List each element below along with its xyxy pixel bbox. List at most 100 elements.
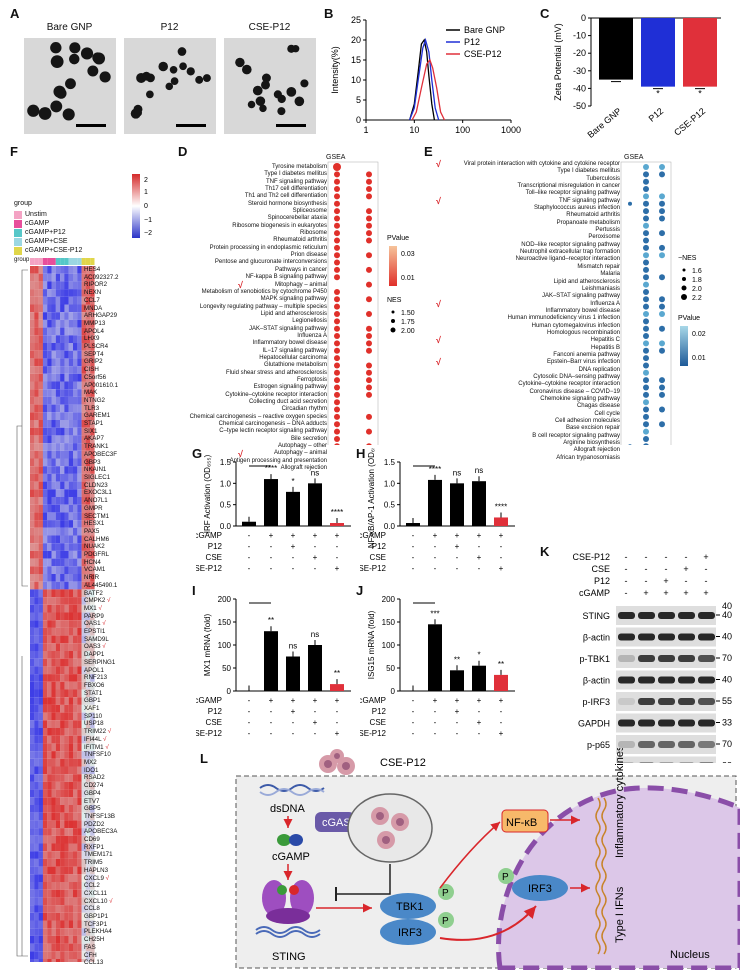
heatmap-cell <box>81 420 86 428</box>
heatmap-cell <box>77 866 82 875</box>
heatmap-cell <box>38 327 43 336</box>
heatmap-cell <box>68 558 74 567</box>
kegg-term: Allograft rejection <box>573 447 620 454</box>
gsea-dot <box>643 288 649 295</box>
nanoparticle <box>252 85 263 96</box>
heatmap-cell <box>42 951 48 959</box>
condition-label: cGAMP <box>196 696 222 705</box>
group-cell <box>73 258 78 265</box>
heatmap-cell <box>47 905 52 913</box>
heatmap-cell <box>77 781 82 790</box>
heatmap-cell <box>47 404 52 413</box>
heatmap-cell <box>34 443 39 451</box>
heatmap-cell <box>42 889 48 898</box>
heatmap-cell <box>30 851 35 859</box>
heatmap-cell <box>34 489 39 497</box>
heatmap-cell <box>34 281 39 290</box>
heatmap-cell <box>60 689 65 698</box>
heatmap-cell <box>55 389 61 397</box>
gsea-dot <box>334 274 340 281</box>
heatmap-cell <box>55 427 61 436</box>
heatmap-cell <box>85 735 91 744</box>
heatmap-cell <box>81 920 86 929</box>
x-tick-label: Bare GNP <box>585 106 623 140</box>
heatmap-cell <box>34 450 39 459</box>
heatmap-cell <box>81 589 86 598</box>
blot-band <box>618 741 635 748</box>
gsea-dot <box>643 244 649 251</box>
heatmap-cell <box>68 543 74 551</box>
kegg-term: Th17 cell differentiation <box>265 186 327 193</box>
heatmap-cell <box>47 943 52 952</box>
heatmap-cell <box>55 666 61 675</box>
condition-label: cGAMP <box>196 531 222 540</box>
heatmap-cell <box>47 766 52 775</box>
tbk1-node <box>380 893 436 919</box>
nanoparticle <box>38 107 52 120</box>
heatmap-cell <box>64 735 69 744</box>
blot-band <box>698 741 715 748</box>
heatmap-cell <box>51 535 56 544</box>
heatmap-cell <box>73 289 78 297</box>
heatmap-cell <box>42 805 48 813</box>
condition-label: CSE-P12 <box>572 552 610 562</box>
heatmap-cell <box>38 396 43 405</box>
gene-label: APOBEC3A <box>84 828 118 836</box>
heatmap-cell <box>38 450 43 459</box>
group-legend-item: Unstim <box>14 210 82 219</box>
heatmap-cell <box>51 304 56 313</box>
heatmap-cell <box>77 597 82 605</box>
kegg-term: Hepatitis C <box>590 337 620 344</box>
heatmap-cell <box>73 620 78 628</box>
condition-sign: - <box>248 564 251 573</box>
heatmap-cell <box>77 882 82 890</box>
heatmap-cell <box>60 889 65 898</box>
dotplot-frame <box>620 161 672 445</box>
nanoparticle <box>291 45 300 53</box>
heatmap-cell <box>77 666 82 675</box>
heatmap-cell <box>77 450 82 459</box>
heatmap-cell <box>64 635 69 644</box>
heatmap-cell <box>55 697 61 705</box>
gene-label: TNFSF13B <box>84 812 115 820</box>
condition-sign: - <box>270 564 273 573</box>
heatmap-cell <box>68 512 74 521</box>
heatmap-cell <box>38 758 43 767</box>
heatmap-cell <box>81 943 86 952</box>
gsea-dot <box>659 347 665 354</box>
heatmap-cell <box>77 335 82 343</box>
heatmap-cell <box>47 473 52 482</box>
heatmap-cell <box>51 882 56 890</box>
heatmap-cell <box>55 281 61 290</box>
gsea-dot <box>643 164 649 170</box>
nanoparticle <box>195 75 204 84</box>
gene-label: ARHGAP29 <box>84 312 118 320</box>
heatmap-cell <box>85 312 91 320</box>
nanoparticle <box>261 73 271 83</box>
heatmap-cell <box>68 651 74 659</box>
y-tick-label: -10 <box>573 31 586 41</box>
heatmap-cell <box>55 481 61 490</box>
heatmap-cell <box>38 912 43 921</box>
heatmap-cell <box>73 627 78 636</box>
heatmap-cell <box>68 743 74 752</box>
x-tick-label: 1000 <box>501 125 521 135</box>
heatmap-cell <box>64 643 69 651</box>
western-blot: CSE-P12- - - - +CSE - - - + -P12- - + - -cGAMP - + + + +ST… <box>572 552 732 763</box>
heatmap-cell <box>68 366 74 374</box>
heatmap-cell <box>38 574 43 582</box>
heatmap-cell <box>73 689 78 698</box>
condition-sign: - <box>270 553 273 562</box>
heatmap-cell <box>81 905 86 913</box>
heatmap-cell <box>68 812 74 821</box>
heatmap-cell <box>51 504 56 513</box>
kegg-term: Human cytomegalovirus infection <box>531 322 620 329</box>
heatmap-cell <box>60 543 65 551</box>
transcription-wave <box>595 797 607 955</box>
heatmap-cell <box>38 812 43 821</box>
bar-cGAMP+CSE <box>472 481 486 526</box>
blot-label: GAPDH <box>578 719 610 729</box>
kegg-term: Longevity regulating pathway – multiple … <box>199 303 327 310</box>
gsea-dot <box>628 444 632 445</box>
condition-sign: - <box>412 718 415 727</box>
